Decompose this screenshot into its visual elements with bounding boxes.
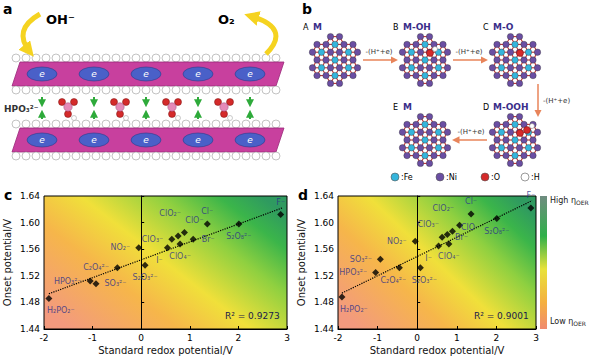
svg-text:ClO⁻: ClO⁻ <box>185 216 203 225</box>
svg-text::Ni: :Ni <box>446 173 457 182</box>
svg-text:1.60: 1.60 <box>20 218 40 228</box>
svg-text:1.48: 1.48 <box>314 297 334 307</box>
svg-text:E: E <box>393 103 398 112</box>
svg-text:OH⁻: OH⁻ <box>46 12 75 27</box>
svg-text:M-OOH: M-OOH <box>493 102 529 112</box>
svg-text:0: 0 <box>138 333 144 343</box>
svg-text:High η: High η <box>550 196 576 205</box>
svg-text:ClO₃⁻: ClO₃⁻ <box>142 235 164 244</box>
svg-text:H₂PO₂⁻: H₂PO₂⁻ <box>340 305 368 314</box>
svg-text:Low η: Low η <box>550 317 573 326</box>
svg-text:Cl⁻: Cl⁻ <box>465 197 477 206</box>
svg-text::H: :H <box>531 173 540 182</box>
svg-text:HPO₃²⁻: HPO₃²⁻ <box>4 104 39 114</box>
svg-text:D: D <box>483 103 489 112</box>
svg-text:e: e <box>247 69 253 79</box>
svg-text:Standard redox potential/V: Standard redox potential/V <box>370 345 505 356</box>
svg-text:NO₂⁻: NO₂⁻ <box>111 243 131 252</box>
svg-text:R² = 0.9001: R² = 0.9001 <box>474 311 529 321</box>
svg-text:1: 1 <box>187 333 193 343</box>
svg-text:Br⁻: Br⁻ <box>202 235 215 244</box>
svg-text:e: e <box>195 69 201 79</box>
svg-text:R² = 0.9273: R² = 0.9273 <box>225 311 280 321</box>
svg-text:O₂: O₂ <box>218 12 235 27</box>
svg-text:-1: -1 <box>373 333 382 343</box>
svg-text:1.44: 1.44 <box>20 324 40 334</box>
svg-text:e: e <box>39 69 45 79</box>
svg-text:ClO⁻: ClO⁻ <box>461 223 479 232</box>
svg-text:ClO₂⁻: ClO₂⁻ <box>159 209 181 218</box>
svg-text:e: e <box>143 69 149 79</box>
svg-text:3: 3 <box>284 333 290 343</box>
svg-text:C₂O₄²⁻: C₂O₄²⁻ <box>381 276 407 285</box>
svg-text:C: C <box>483 23 489 32</box>
svg-text:Cl⁻: Cl⁻ <box>201 207 213 216</box>
svg-text:e: e <box>143 135 149 145</box>
svg-text:F⁻: F⁻ <box>526 191 535 200</box>
svg-text:M-OH: M-OH <box>403 22 431 32</box>
svg-text:e: e <box>247 135 253 145</box>
svg-text::O: :O <box>491 173 500 182</box>
svg-text:2: 2 <box>236 333 242 343</box>
svg-text:ClO₄⁻: ClO₄⁻ <box>438 252 460 261</box>
svg-text:S₂O₈²⁻: S₂O₈²⁻ <box>226 232 251 241</box>
svg-text:C₂O₄²⁻: C₂O₄²⁻ <box>83 263 109 272</box>
svg-text:ClO₄⁻: ClO₄⁻ <box>169 252 191 261</box>
svg-text:OER: OER <box>573 320 586 327</box>
svg-text:I⁻: I⁻ <box>156 256 163 265</box>
svg-text:e: e <box>91 135 97 145</box>
svg-text:NO₂⁻: NO₂⁻ <box>387 237 407 246</box>
svg-text:ClO₃⁻: ClO₃⁻ <box>417 220 439 229</box>
svg-text:1.56: 1.56 <box>20 244 40 254</box>
svg-text:3: 3 <box>533 333 539 343</box>
svg-text:1.64: 1.64 <box>20 191 40 201</box>
svg-text:e: e <box>39 135 45 145</box>
svg-text:I⁻: I⁻ <box>425 254 432 263</box>
svg-text:ClO₂⁻: ClO₂⁻ <box>433 204 455 213</box>
svg-text:Standard redox potential/V: Standard redox potential/V <box>98 345 233 356</box>
svg-text:-1: -1 <box>88 333 97 343</box>
svg-text:-2: -2 <box>334 333 343 343</box>
svg-text:1.56: 1.56 <box>314 244 334 254</box>
svg-text:-(H⁺+e): -(H⁺+e) <box>455 48 482 56</box>
svg-text:S₂O₃²⁻: S₂O₃²⁻ <box>132 273 157 282</box>
svg-text:HPO₃²⁻: HPO₃²⁻ <box>339 268 367 277</box>
svg-text:Br⁻: Br⁻ <box>455 233 468 242</box>
svg-text:1: 1 <box>454 333 460 343</box>
svg-text:S₂O₈²⁻: S₂O₈²⁻ <box>484 227 509 236</box>
svg-text:1.60: 1.60 <box>314 218 334 228</box>
svg-text:a: a <box>3 1 12 17</box>
svg-text:M: M <box>403 102 412 112</box>
svg-text:2: 2 <box>494 333 500 343</box>
svg-text:1.64: 1.64 <box>314 191 334 201</box>
svg-text:OER: OER <box>576 199 589 206</box>
svg-text:e: e <box>91 69 97 79</box>
svg-text:SO₃²⁻: SO₃²⁻ <box>105 279 127 288</box>
svg-text:F⁻: F⁻ <box>276 198 285 207</box>
svg-text:b: b <box>302 1 312 17</box>
svg-text:S₂O₃²⁻: S₂O₃²⁻ <box>412 276 437 285</box>
svg-text:Onset potential/V: Onset potential/V <box>2 219 13 307</box>
svg-text:e: e <box>195 135 201 145</box>
svg-text:HPO₃²⁻: HPO₃²⁻ <box>54 277 82 286</box>
svg-text:c: c <box>4 187 12 203</box>
svg-text:M: M <box>313 22 322 32</box>
svg-text:M-O: M-O <box>493 22 514 32</box>
svg-text:1.52: 1.52 <box>314 271 334 281</box>
svg-text:1.52: 1.52 <box>20 271 40 281</box>
svg-text:0: 0 <box>414 333 420 343</box>
svg-text:B: B <box>393 23 399 32</box>
svg-text::Fe: :Fe <box>401 173 413 182</box>
svg-text:SO₃²⁻: SO₃²⁻ <box>350 255 372 264</box>
svg-text:H₂PO₂⁻: H₂PO₂⁻ <box>47 306 75 315</box>
svg-text:-2: -2 <box>40 333 49 343</box>
svg-text:-(H⁺+e): -(H⁺+e) <box>543 97 570 105</box>
svg-text:-(H⁺+e): -(H⁺+e) <box>365 48 392 56</box>
svg-text:-(H⁺+e): -(H⁺+e) <box>457 128 484 136</box>
svg-text:d: d <box>298 187 308 203</box>
svg-text:1.44: 1.44 <box>314 324 334 334</box>
svg-text:Onset potential/V: Onset potential/V <box>296 219 307 307</box>
svg-text:1.48: 1.48 <box>20 297 40 307</box>
svg-text:A: A <box>303 23 309 32</box>
